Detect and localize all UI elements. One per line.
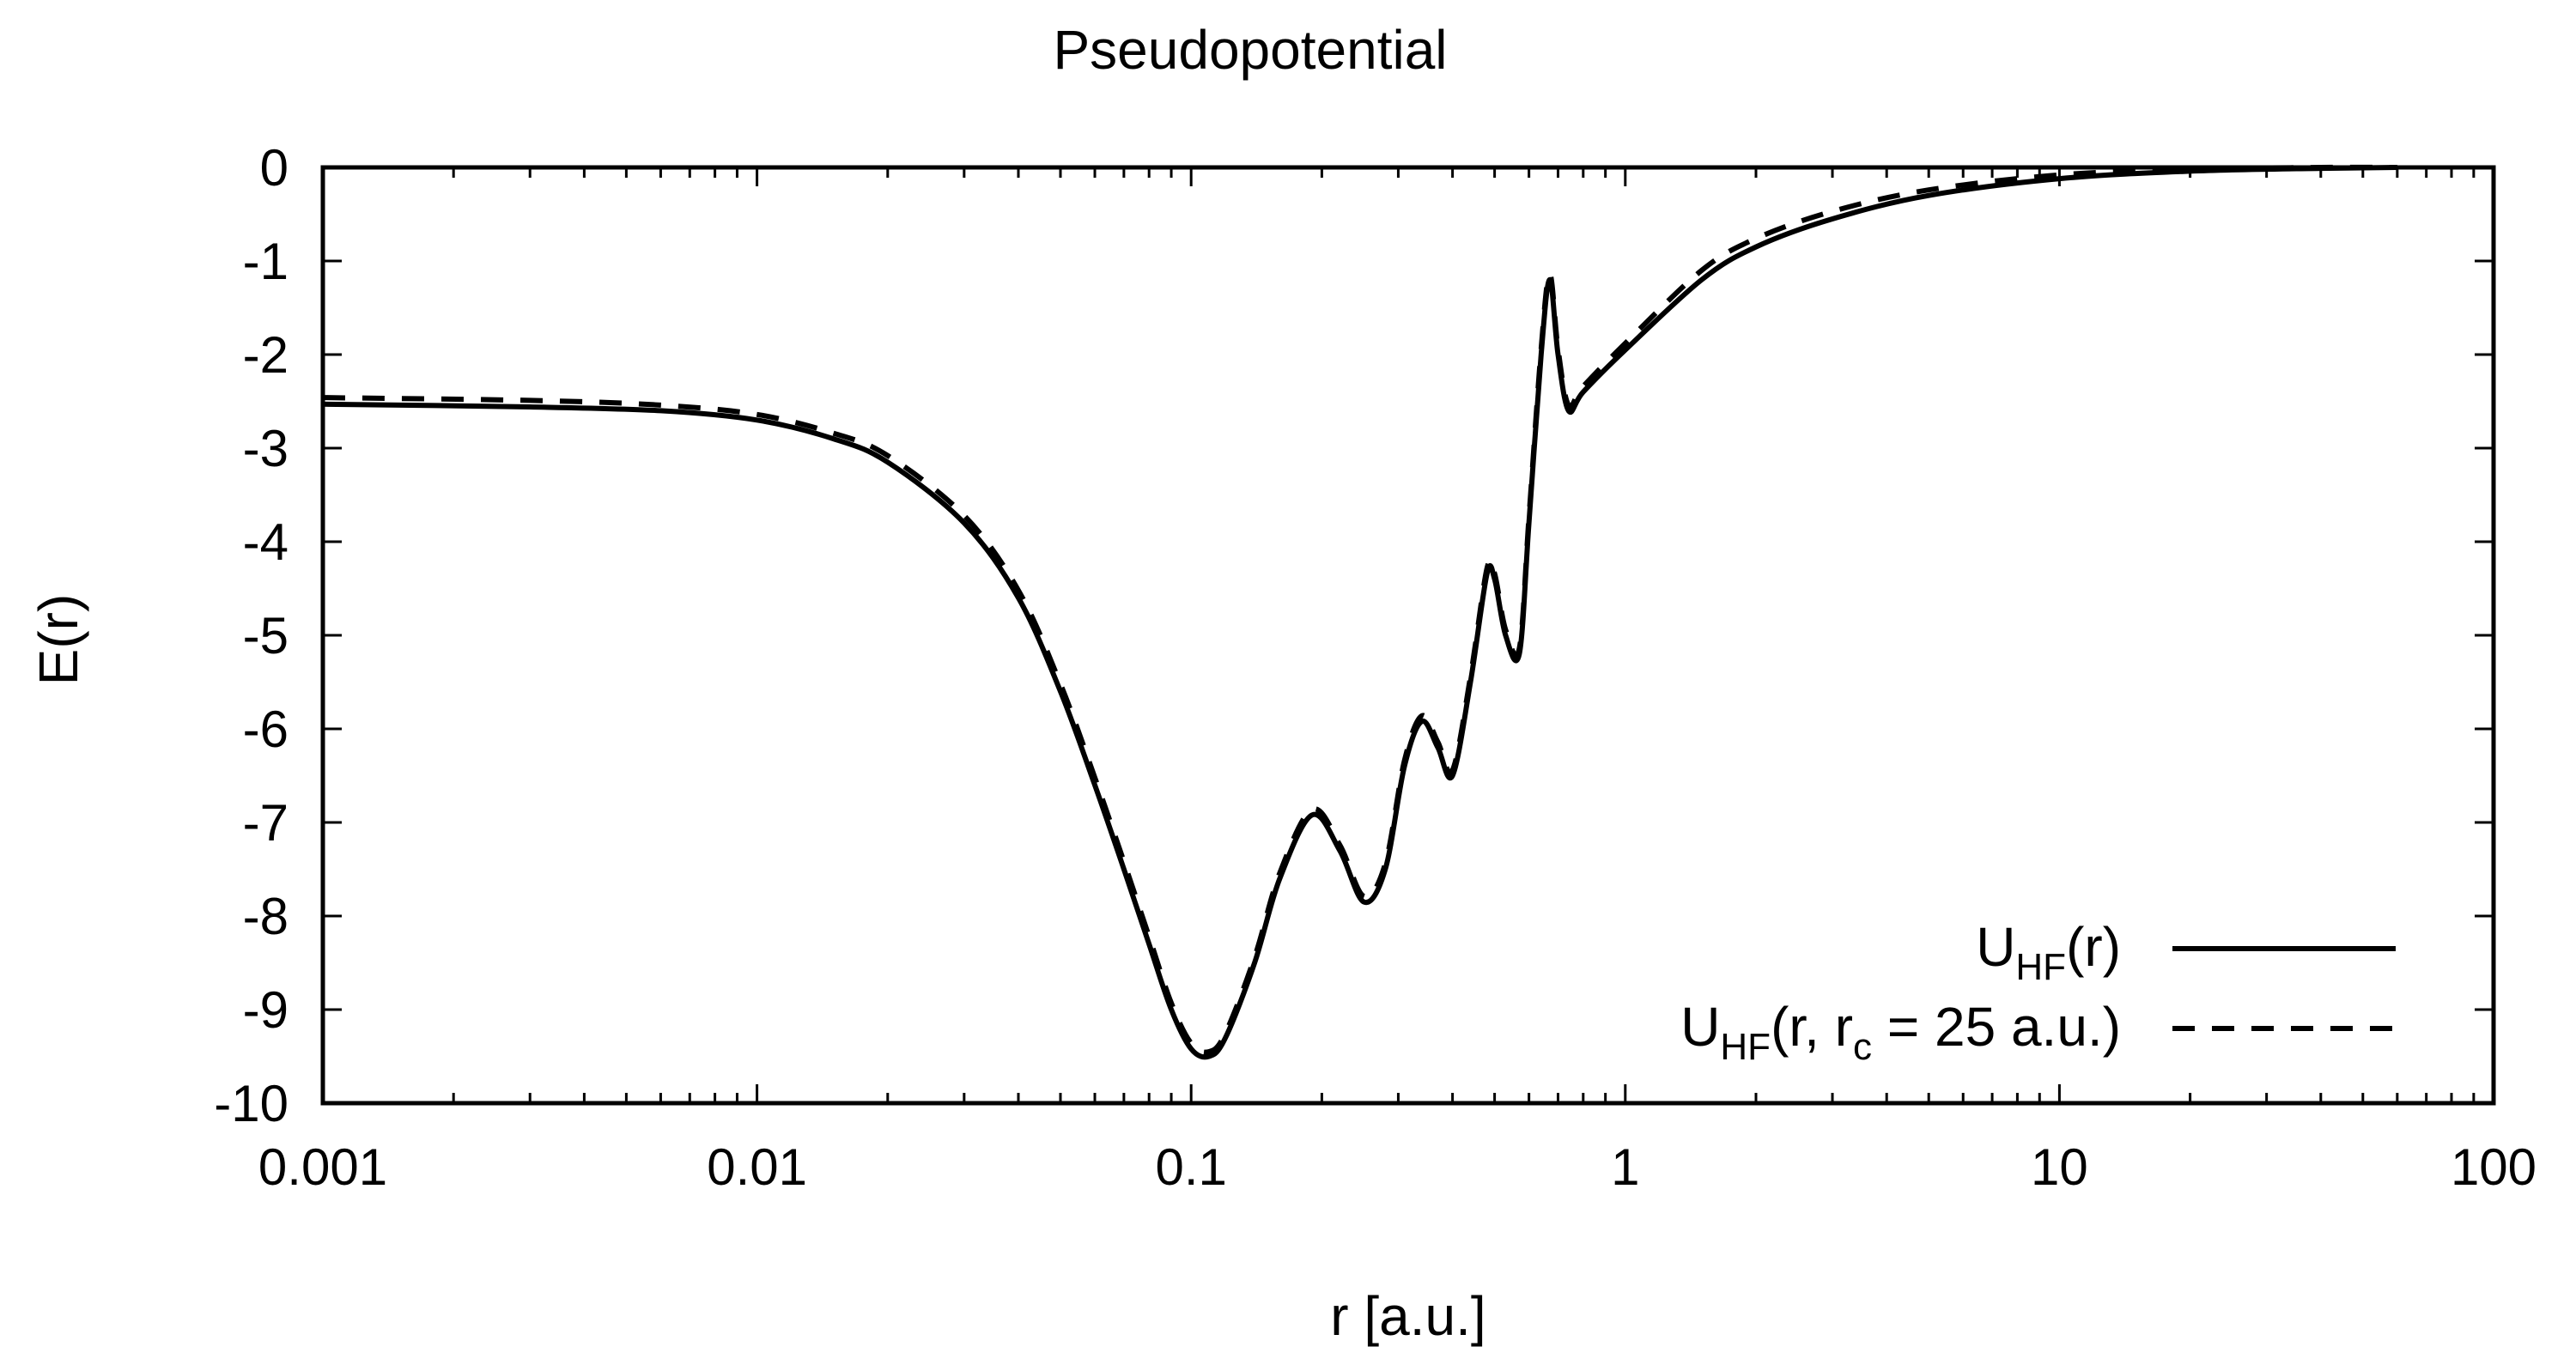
y-tick-label: -3 — [243, 420, 289, 477]
legend-entry-dashed: UHF(r, rc = 25 a.u.) — [1680, 996, 2396, 1068]
legend-label-dashed: UHF(r, rc = 25 a.u.) — [1680, 996, 2121, 1068]
y-axis-title: E(r) — [27, 594, 89, 686]
y-tick-label: -2 — [243, 326, 289, 384]
x-tick-label: 0.001 — [258, 1138, 387, 1196]
y-tick-label: -4 — [243, 513, 289, 571]
y-tick-label: -6 — [243, 701, 289, 758]
chart-title: Pseudopotential — [1053, 19, 1447, 81]
plot-frame — [320, 165, 2496, 1106]
y-tick-labels: 0 -1 -2 -3 -4 -5 -6 -7 -8 -9 -10 — [214, 139, 289, 1132]
y-tick-label: 0 — [260, 139, 289, 197]
x-tick-label: 0.01 — [707, 1138, 807, 1196]
y-tick-label: -1 — [243, 233, 289, 290]
x-axis-title: r [a.u.] — [1330, 1285, 1485, 1347]
x-tick-labels: 0.001 0.01 0.1 1 10 100 — [258, 1138, 2537, 1196]
y-tick-label: -8 — [243, 888, 289, 945]
x-tick-label: 10 — [2031, 1138, 2088, 1196]
legend: UHF(r) UHF(r, rc = 25 a.u.) — [1680, 916, 2396, 1068]
x-tick-label: 1 — [1611, 1138, 1639, 1196]
x-tick-label: 100 — [2451, 1138, 2537, 1196]
series-line-dashed — [322, 164, 2397, 1055]
tick-marks — [321, 166, 2495, 1105]
x-tick-label: 0.1 — [1155, 1138, 1226, 1196]
legend-label-solid: UHF(r) — [1976, 916, 2121, 988]
y-tick-label: -7 — [243, 794, 289, 852]
legend-entry-solid: UHF(r) — [1976, 916, 2396, 988]
series-lines — [322, 164, 2397, 1060]
y-tick-label: -9 — [243, 981, 289, 1039]
y-tick-label: -5 — [243, 607, 289, 664]
y-tick-label: -10 — [214, 1075, 289, 1132]
